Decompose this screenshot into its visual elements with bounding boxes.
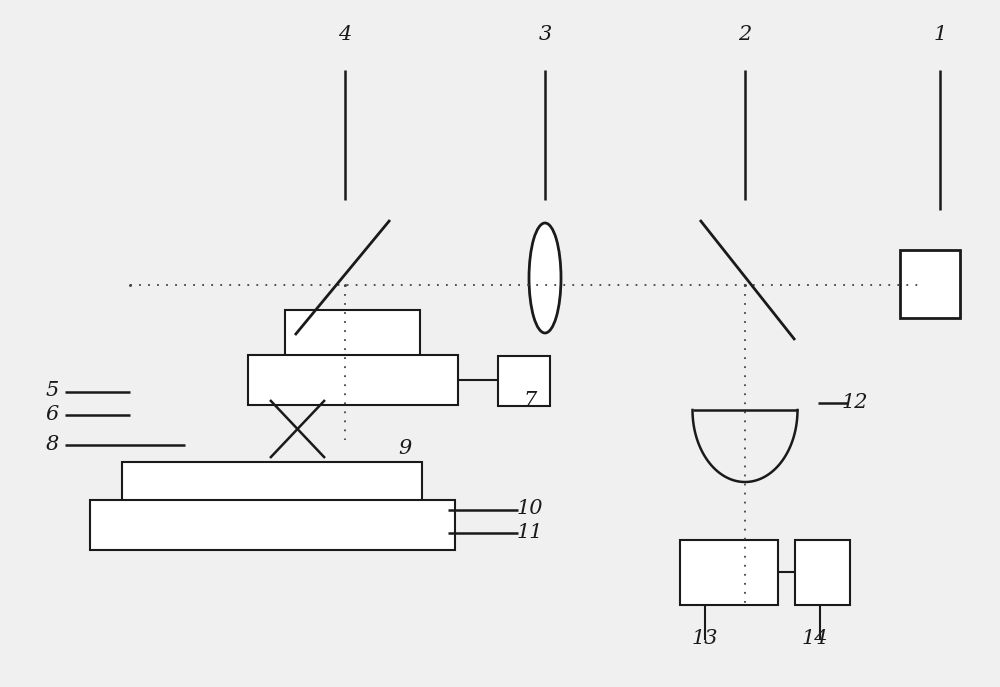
Bar [900,250,960,318]
Text: 10: 10 [517,499,543,517]
Text: 5: 5 [45,381,59,400]
Text: 4: 4 [338,25,352,45]
Text: 9: 9 [398,438,412,458]
Text: 1: 1 [933,25,947,45]
Text: 14: 14 [802,629,828,648]
Text: 6: 6 [45,405,59,425]
Bar [680,540,778,605]
Ellipse shape [529,223,561,333]
Bar [90,500,455,550]
Text: 7: 7 [523,390,537,409]
Bar [285,310,420,362]
Text: 8: 8 [45,436,59,455]
Text: 3: 3 [538,25,552,45]
Text: 13: 13 [692,629,718,648]
Bar [498,356,550,406]
Text: 2: 2 [738,25,752,45]
Bar [122,462,422,504]
Bar [248,355,458,405]
Bar [795,540,850,605]
Text: 12: 12 [842,392,868,412]
Text: 11: 11 [517,523,543,543]
